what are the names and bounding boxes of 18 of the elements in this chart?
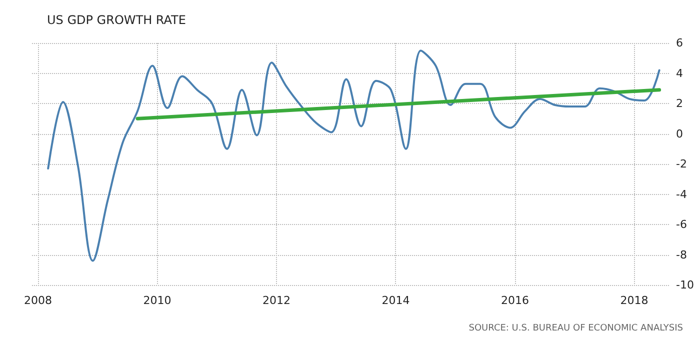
y-tick-label: 4: [676, 66, 684, 80]
y-tick-label: 0: [676, 127, 684, 140]
x-tick-label: 2016: [500, 294, 529, 307]
y-tick-label: -2: [676, 158, 687, 170]
chart-title: US GDP GROWTH RATE: [47, 13, 186, 27]
y-tick-label: 6: [676, 36, 684, 50]
y-tick-label: -4: [676, 188, 688, 201]
y-tick-label: 2: [676, 97, 684, 110]
x-tick-label: 2010: [143, 294, 172, 307]
line-series: [47, 50, 660, 262]
x-tick-label: 2008: [24, 294, 52, 307]
source-note: SOURCE: U.S. BUREAU OF ECONOMIC ANALYSIS: [468, 324, 684, 334]
x-tick-label: 2018: [620, 294, 648, 307]
y-tick-label: -10: [676, 278, 694, 292]
y-tick-label: -8: [676, 248, 688, 262]
x-tick-label: 2012: [262, 294, 290, 307]
y-tick-label: -6: [676, 218, 688, 231]
x-tick-label: 2014: [382, 294, 410, 307]
